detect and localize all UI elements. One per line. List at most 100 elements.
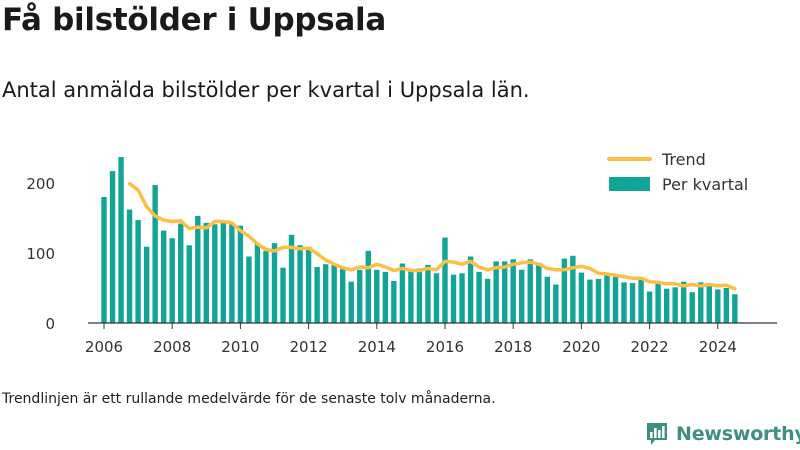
y-tick-label: 100 [26, 245, 55, 263]
legend-trend-label: Trend [661, 150, 706, 169]
bar [314, 267, 320, 323]
bar [143, 246, 150, 323]
bar [365, 250, 371, 323]
bar [101, 197, 107, 323]
x-tick-label: 2024 [699, 338, 737, 356]
bar [391, 281, 397, 323]
bar [663, 288, 670, 323]
bar [203, 222, 209, 323]
trend-layer [127, 181, 737, 291]
bar [681, 281, 687, 323]
bar [450, 274, 457, 323]
bar [544, 276, 550, 323]
x-tick-label: 2020 [562, 338, 600, 356]
brand-name: Newsworthy [676, 423, 800, 445]
bar [399, 263, 406, 323]
bar [340, 267, 346, 323]
bar [578, 272, 585, 323]
trend-line [127, 181, 737, 291]
bar [467, 256, 474, 323]
x-tick-label: 2014 [358, 338, 396, 356]
bar [160, 230, 167, 323]
bar [570, 255, 576, 323]
bar [288, 234, 295, 323]
bar [561, 258, 568, 323]
bar [374, 269, 380, 323]
bar [433, 273, 440, 323]
bar [178, 223, 184, 323]
bar [527, 259, 533, 323]
bar [254, 243, 261, 323]
bar [297, 245, 303, 323]
x-tick-label: 2008 [153, 338, 191, 356]
bar [246, 256, 252, 323]
chart-subtitle: Antal anmälda bilstölder per kvartal i U… [2, 78, 530, 102]
bar [732, 294, 738, 323]
bar [263, 250, 269, 323]
bar [698, 282, 704, 323]
bar [655, 283, 661, 323]
bar [595, 278, 602, 323]
bar [442, 237, 448, 323]
bar [536, 262, 542, 323]
x-tick-label: 2006 [85, 338, 123, 356]
bar [169, 238, 175, 323]
bar [612, 276, 619, 323]
bar [484, 278, 491, 323]
chart-title: Få bilstölder i Uppsala [2, 2, 386, 38]
bar [357, 269, 363, 323]
bar [425, 264, 431, 323]
bar [126, 209, 133, 323]
bar [271, 243, 278, 323]
legend-bar-swatch [609, 177, 650, 191]
bar [331, 264, 337, 323]
bar [519, 269, 525, 323]
bar [280, 267, 286, 323]
legend-bar-label: Per kvartal [662, 175, 748, 194]
footnote: Trendlinjen är ett rullande medelvärde f… [2, 391, 496, 407]
bar [305, 246, 312, 323]
bar [237, 225, 244, 323]
bar-chart-flag-icon [647, 423, 667, 445]
bar [501, 261, 508, 323]
bar [118, 157, 124, 323]
bar [459, 273, 465, 323]
bar [195, 215, 201, 323]
bar [689, 292, 695, 323]
bar [212, 224, 218, 323]
bar [416, 268, 423, 323]
bar [621, 282, 627, 323]
bar [476, 271, 482, 323]
bar [629, 283, 636, 323]
legend: Trend Per kvartal [607, 150, 748, 194]
bar [382, 271, 389, 323]
newsworthy-logo[interactable]: Newsworthy [645, 421, 800, 447]
x-tick-label: 2016 [426, 338, 464, 356]
bars-layer [101, 157, 738, 323]
bar [587, 279, 593, 323]
y-tick-label: 200 [26, 175, 55, 193]
x-tick-label: 2010 [221, 338, 259, 356]
bar [638, 277, 644, 323]
bar [715, 289, 721, 323]
x-tick-label: 2018 [494, 338, 532, 356]
bar [553, 284, 559, 323]
bar [135, 220, 141, 323]
bar [408, 271, 414, 323]
bar [510, 259, 516, 323]
bar [706, 283, 712, 323]
bar [672, 287, 678, 323]
car-theft-chart: 2006 2008 2010 2012 2014 2016 2018 2020 2022 2024… [26, 150, 777, 356]
bar [646, 291, 653, 323]
bar [109, 171, 116, 323]
x-tick-label: 2012 [290, 338, 328, 356]
bar [723, 288, 730, 323]
bar [604, 273, 610, 323]
x-tick-label: 2022 [631, 338, 669, 356]
bar [220, 220, 227, 323]
bar [186, 245, 192, 323]
axis-layer: 2006 2008 2010 2012 2014 2016 2018 2020 2022 2024… [26, 175, 777, 356]
bar [348, 281, 354, 323]
bar [152, 185, 158, 323]
bar [229, 224, 235, 323]
